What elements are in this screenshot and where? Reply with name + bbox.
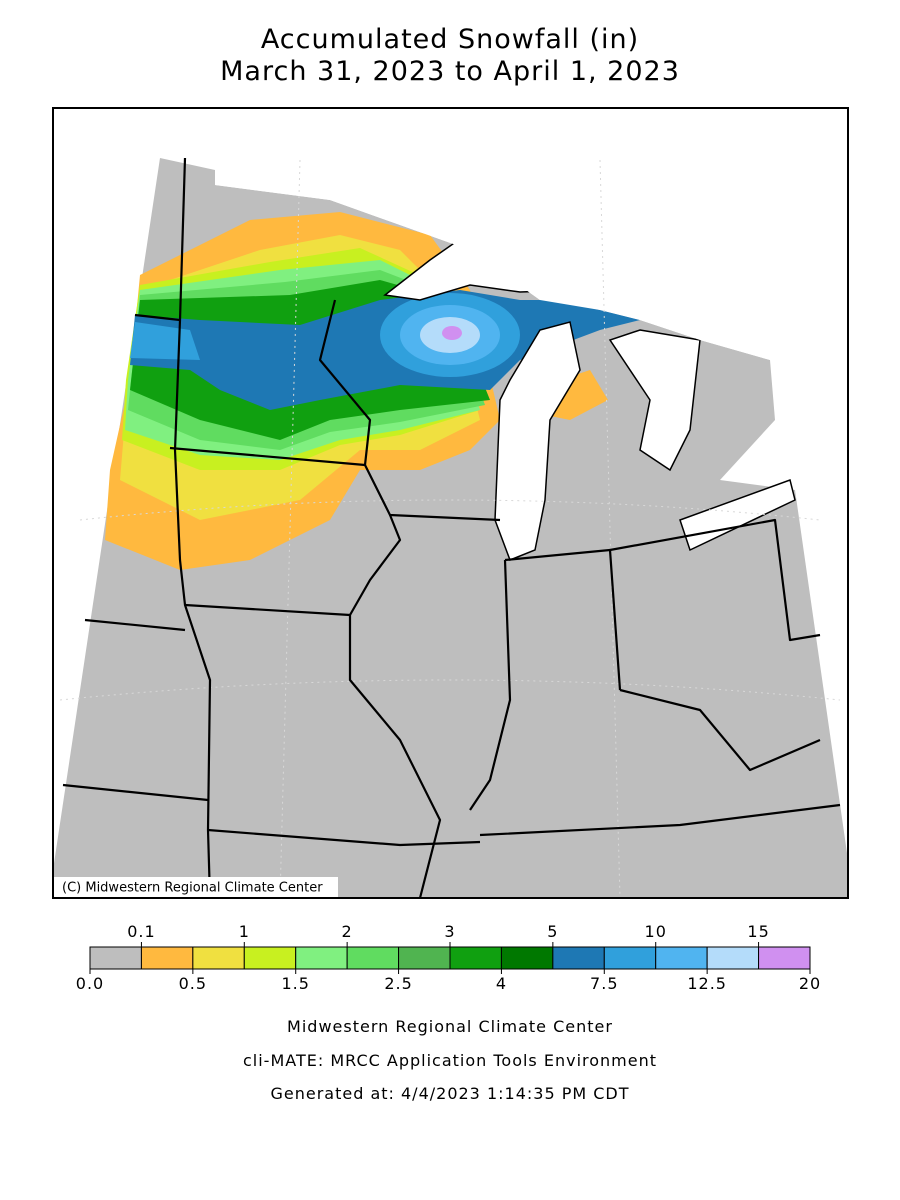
colorbar-box bbox=[89, 946, 142, 970]
state-borders bbox=[62, 157, 841, 899]
colorbar-label: 15 bbox=[747, 922, 769, 941]
colorbar-label: 10 bbox=[645, 922, 667, 941]
colorbar-label: 1 bbox=[239, 922, 250, 941]
colorbar-box bbox=[500, 946, 554, 970]
colorbar-box bbox=[603, 946, 657, 970]
footer-line: cli-MATE: MRCC Application Tools Environ… bbox=[243, 1051, 657, 1070]
colorbar-label: 7.5 bbox=[590, 974, 618, 993]
footer-line: Generated at: 4/4/2023 1:14:35 PM CDT bbox=[270, 1084, 629, 1103]
map-subtitle: March 31, 2023 to April 1, 2023 bbox=[220, 56, 680, 87]
colorbar-label: 0.1 bbox=[127, 922, 155, 941]
colorbar-label: 4 bbox=[496, 974, 507, 993]
colorbar-box bbox=[449, 946, 502, 970]
credit-box bbox=[54, 877, 338, 897]
map: (C) Midwestern Regional Climate Center bbox=[52, 107, 849, 899]
colorbar-label: 2.5 bbox=[384, 974, 412, 993]
colorbar-box bbox=[706, 946, 760, 970]
colorbar-label: 5 bbox=[547, 922, 558, 941]
footer-line: Midwestern Regional Climate Center bbox=[287, 1017, 613, 1036]
map-credit: (C) Midwestern Regional Climate Center bbox=[62, 881, 323, 896]
colorbar-box bbox=[758, 946, 811, 970]
colorbar: 0.0 0.1 0.5 1 1.5 2 2.5 3 4 5 7.5 10 12.5 15 20 bbox=[76, 922, 821, 993]
colorbar-box bbox=[346, 946, 400, 970]
map-title: Accumulated Snowfall (in) bbox=[261, 24, 639, 55]
colorbar-label: 3 bbox=[444, 922, 455, 941]
colorbar-box bbox=[552, 946, 605, 970]
map-frame bbox=[52, 107, 849, 899]
colorbar-box bbox=[295, 946, 348, 970]
graticule bbox=[59, 159, 841, 899]
colorbar-box bbox=[398, 946, 451, 970]
colorbar-box bbox=[140, 946, 194, 970]
colorbar-box bbox=[192, 946, 245, 970]
colorbar-label: 1.5 bbox=[281, 974, 309, 993]
colorbar-label: 0.0 bbox=[76, 974, 104, 993]
colorbar-label: 2 bbox=[342, 922, 353, 941]
colorbar-label: 0.5 bbox=[179, 974, 207, 993]
colorbar-label: 12.5 bbox=[687, 974, 727, 993]
colorbar-label: 20 bbox=[799, 974, 821, 993]
lakes bbox=[215, 108, 848, 561]
snow-bands bbox=[105, 212, 640, 570]
colorbar-box bbox=[655, 946, 708, 970]
colorbar-box bbox=[243, 946, 297, 970]
